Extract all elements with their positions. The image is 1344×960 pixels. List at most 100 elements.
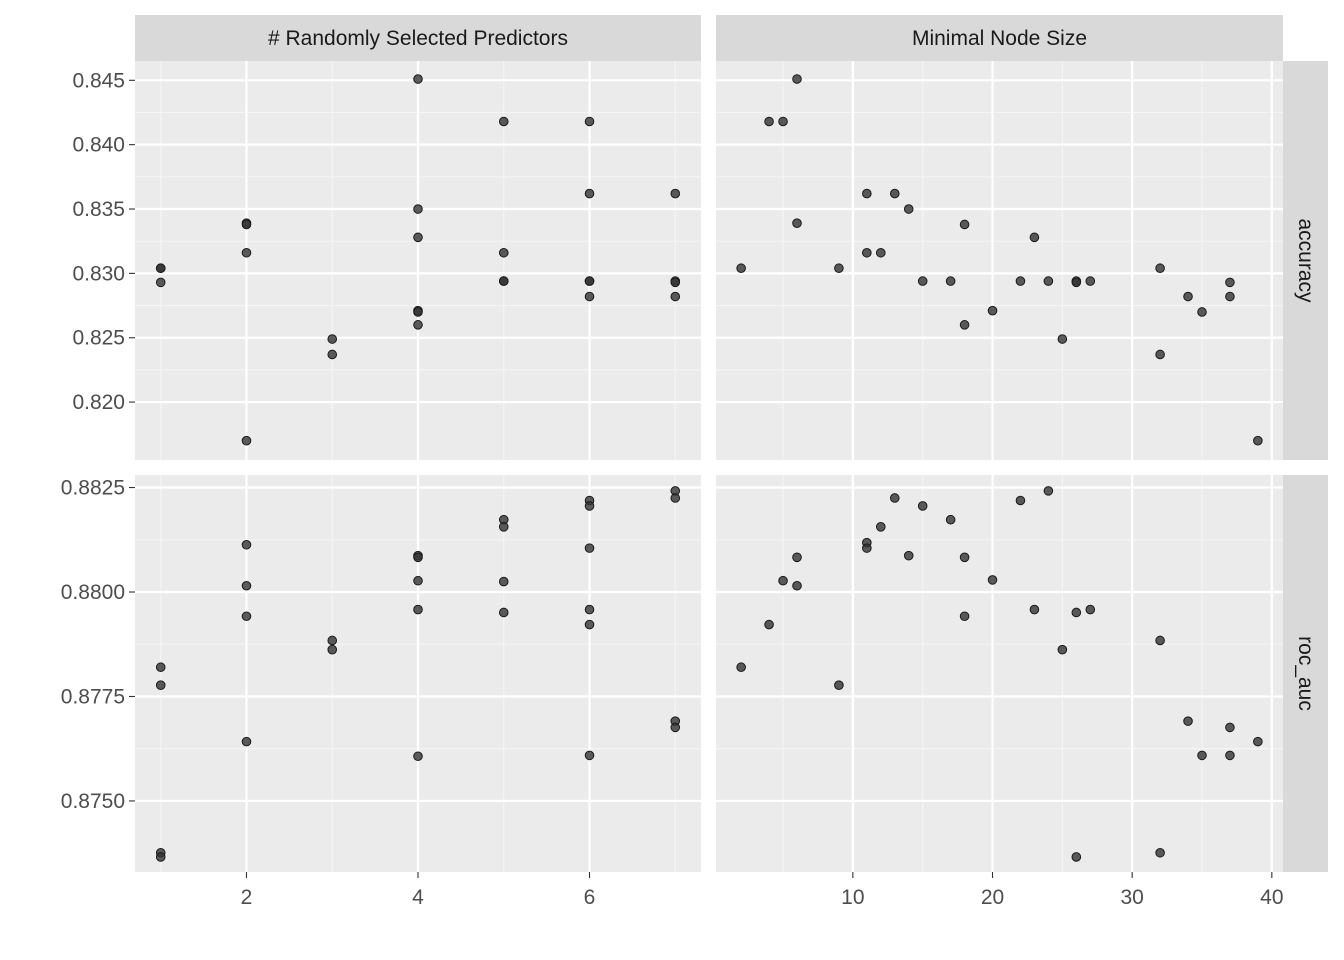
- data-point: [1155, 263, 1165, 274]
- data-point: [959, 611, 970, 622]
- data-point: [241, 219, 252, 230]
- y-tick-label: 0.8750: [61, 790, 125, 813]
- data-point: [241, 247, 252, 258]
- data-point: [792, 580, 802, 591]
- strip-label-roc_auc: roc_auc: [1294, 636, 1317, 711]
- data-point: [834, 680, 844, 691]
- data-point: [945, 276, 956, 286]
- data-point: [1253, 435, 1263, 446]
- data-point: [670, 277, 681, 288]
- data-point: [498, 576, 509, 587]
- data-point: [1225, 291, 1235, 302]
- data-point: [1225, 750, 1235, 761]
- data-point: [862, 247, 872, 258]
- data-point: [1043, 486, 1054, 496]
- data-point: [778, 116, 788, 127]
- data-point: [155, 263, 166, 274]
- data-point: [1155, 349, 1165, 360]
- data-point: [945, 514, 956, 525]
- data-point: [241, 539, 252, 550]
- data-point: [584, 619, 595, 630]
- data-point: [670, 291, 681, 302]
- data-point: [1197, 750, 1207, 761]
- data-point: [792, 218, 802, 228]
- data-point: [875, 522, 886, 532]
- data-point: [413, 307, 423, 317]
- panel-background: [716, 61, 1283, 460]
- data-point: [155, 852, 166, 862]
- data-point: [1015, 276, 1026, 286]
- data-point: [959, 320, 970, 330]
- panel-accuracy-mtry: [135, 61, 701, 460]
- data-point: [1155, 847, 1165, 858]
- data-point: [413, 604, 423, 615]
- data-point: [778, 575, 788, 586]
- panel-roc_auc-min_n: [716, 475, 1283, 872]
- y-tick-label: 0.8800: [61, 581, 125, 604]
- data-point: [875, 247, 886, 258]
- y-tick-label: 0.820: [72, 391, 125, 414]
- data-point: [584, 543, 595, 553]
- data-point: [584, 276, 595, 286]
- strip-right-accuracy: [1283, 61, 1328, 460]
- data-point: [584, 291, 595, 302]
- data-point: [959, 552, 970, 563]
- panel-roc_auc-mtry: [135, 475, 701, 872]
- data-point: [241, 580, 252, 591]
- data-point: [670, 188, 681, 199]
- data-point: [413, 204, 423, 214]
- data-point: [1071, 607, 1082, 618]
- data-point: [327, 635, 338, 646]
- data-point: [670, 493, 681, 503]
- data-point: [862, 543, 872, 553]
- data-point: [1155, 635, 1165, 646]
- data-point: [241, 736, 252, 747]
- strip-top-mtry: [135, 15, 701, 61]
- y-tick-label: 0.825: [72, 327, 125, 350]
- data-point: [1197, 307, 1207, 317]
- x-tick-label: 4: [412, 886, 424, 909]
- x-tick-label: 30: [1120, 886, 1143, 909]
- y-tick-label: 0.830: [72, 262, 125, 285]
- data-point: [764, 116, 774, 127]
- y-tick-label: 0.845: [72, 69, 125, 92]
- strip-label-min_n: Minimal Node Size: [912, 27, 1087, 50]
- data-point: [670, 722, 681, 733]
- data-point: [903, 204, 914, 214]
- x-tick-label: 2: [241, 886, 253, 909]
- strip-right-roc_auc: [1283, 475, 1328, 872]
- data-point: [1057, 644, 1068, 655]
- data-point: [1043, 276, 1054, 286]
- data-point: [241, 611, 252, 622]
- y-tick-label: 0.8775: [61, 685, 125, 708]
- data-point: [413, 232, 423, 243]
- strip-top-min_n: [716, 15, 1283, 61]
- data-point: [1015, 495, 1026, 506]
- data-point: [903, 550, 914, 561]
- x-tick-label: 6: [584, 886, 596, 909]
- data-point: [584, 188, 595, 199]
- data-point: [736, 662, 746, 673]
- data-point: [792, 74, 802, 84]
- data-point: [1029, 604, 1040, 615]
- data-point: [1225, 277, 1235, 288]
- data-point: [584, 501, 595, 511]
- data-point: [241, 435, 252, 446]
- data-point: [327, 334, 338, 344]
- strip-label-accuracy: accuracy: [1294, 218, 1317, 303]
- data-point: [987, 575, 998, 585]
- data-point: [584, 604, 595, 615]
- data-point: [584, 116, 595, 127]
- data-point: [764, 619, 774, 630]
- data-point: [917, 501, 928, 511]
- data-point: [413, 575, 423, 586]
- data-point: [987, 305, 998, 316]
- data-point: [1085, 276, 1096, 286]
- data-point: [1183, 291, 1193, 302]
- data-point: [155, 680, 166, 691]
- data-point: [155, 662, 166, 673]
- data-point: [498, 522, 509, 532]
- data-point: [413, 751, 423, 762]
- data-point: [1057, 334, 1068, 344]
- data-point: [1071, 852, 1082, 862]
